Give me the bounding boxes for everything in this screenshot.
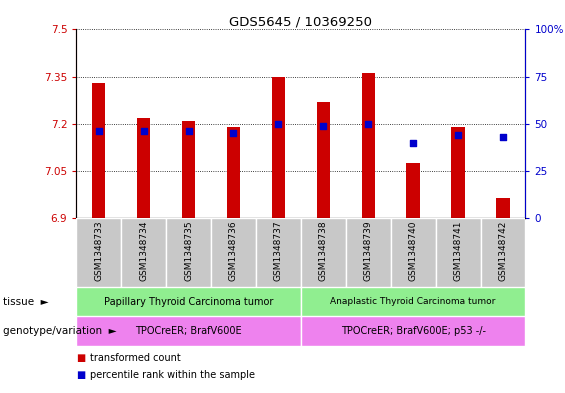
Text: tissue  ►: tissue ► xyxy=(3,297,49,307)
Bar xyxy=(272,77,285,218)
Bar xyxy=(121,218,166,287)
Text: TPOCreER; BrafV600E; p53 -/-: TPOCreER; BrafV600E; p53 -/- xyxy=(341,326,486,336)
Text: Papillary Thyroid Carcinoma tumor: Papillary Thyroid Carcinoma tumor xyxy=(104,297,273,307)
Bar xyxy=(76,316,301,346)
Bar xyxy=(391,218,436,287)
Bar xyxy=(76,287,301,316)
Text: transformed count: transformed count xyxy=(90,353,181,363)
Text: GSM1348734: GSM1348734 xyxy=(139,221,148,281)
Bar xyxy=(451,127,465,218)
Bar xyxy=(301,287,525,316)
Bar xyxy=(166,218,211,287)
Title: GDS5645 / 10369250: GDS5645 / 10369250 xyxy=(229,15,372,28)
Bar xyxy=(406,163,420,218)
Text: TPOCreER; BrafV600E: TPOCreER; BrafV600E xyxy=(135,326,242,336)
Bar xyxy=(480,218,525,287)
Text: GSM1348737: GSM1348737 xyxy=(274,221,283,281)
Bar xyxy=(182,121,195,218)
Text: GSM1348736: GSM1348736 xyxy=(229,221,238,281)
Point xyxy=(319,123,328,129)
Point xyxy=(94,128,103,134)
Text: GSM1348733: GSM1348733 xyxy=(94,221,103,281)
Bar xyxy=(137,118,150,218)
Bar xyxy=(346,218,391,287)
Bar xyxy=(301,218,346,287)
Text: GSM1348739: GSM1348739 xyxy=(364,221,373,281)
Bar xyxy=(256,218,301,287)
Bar xyxy=(362,73,375,218)
Bar xyxy=(436,218,480,287)
Bar xyxy=(76,218,121,287)
Point xyxy=(184,128,193,134)
Bar xyxy=(227,127,240,218)
Point xyxy=(229,130,238,136)
Point xyxy=(139,128,148,134)
Text: Anaplastic Thyroid Carcinoma tumor: Anaplastic Thyroid Carcinoma tumor xyxy=(331,297,496,306)
Bar xyxy=(301,316,525,346)
Bar xyxy=(92,83,106,218)
Bar xyxy=(316,102,330,218)
Point xyxy=(274,121,283,127)
Point xyxy=(498,134,507,140)
Point xyxy=(408,140,418,146)
Text: percentile rank within the sample: percentile rank within the sample xyxy=(90,370,255,380)
Text: GSM1348742: GSM1348742 xyxy=(498,221,507,281)
Bar xyxy=(496,198,510,218)
Bar xyxy=(211,218,256,287)
Text: ■: ■ xyxy=(76,370,85,380)
Text: GSM1348741: GSM1348741 xyxy=(454,221,463,281)
Point xyxy=(454,132,463,138)
Text: GSM1348738: GSM1348738 xyxy=(319,221,328,281)
Text: GSM1348740: GSM1348740 xyxy=(408,221,418,281)
Text: genotype/variation  ►: genotype/variation ► xyxy=(3,326,116,336)
Text: GSM1348735: GSM1348735 xyxy=(184,221,193,281)
Text: ■: ■ xyxy=(76,353,85,363)
Point xyxy=(364,121,373,127)
